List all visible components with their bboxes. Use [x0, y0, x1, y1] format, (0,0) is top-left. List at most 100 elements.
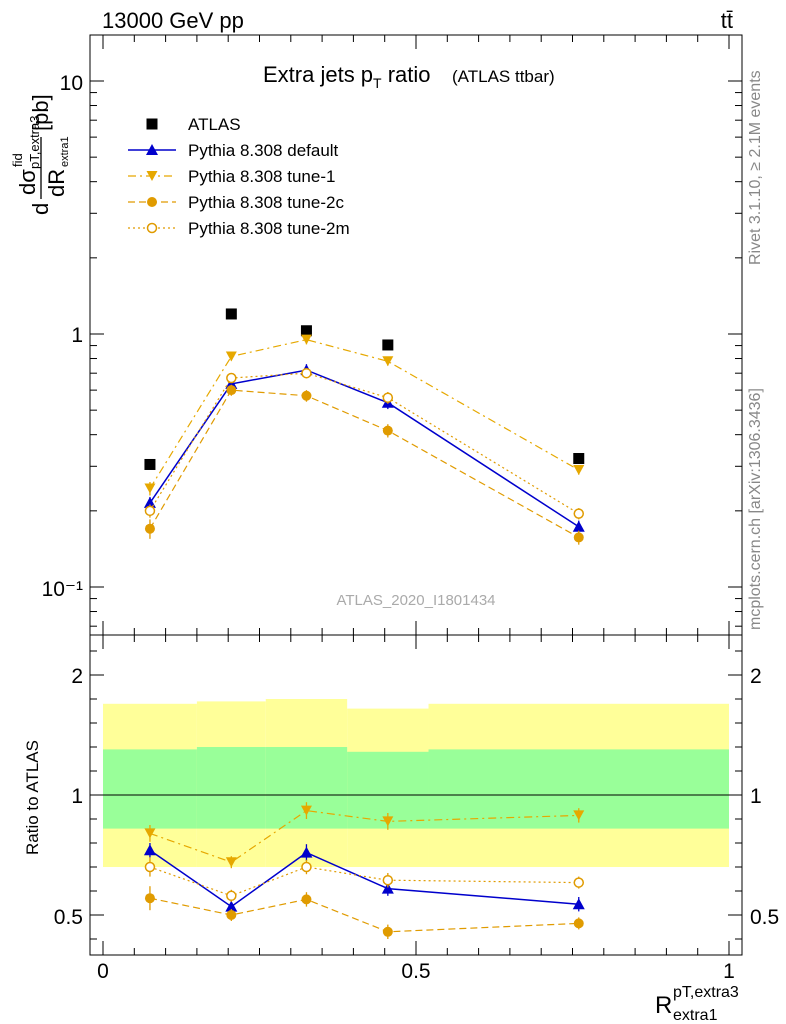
ratio-band-1-bin-1 [196, 747, 266, 829]
ratio-series-1 [144, 802, 585, 869]
main-series-2 [144, 334, 585, 496]
legend-item-4: Pythia 8.308 tune-2m [128, 219, 350, 238]
ratio-series-3-point-0 [144, 861, 156, 873]
rivet-label: Rivet 3.1.10, ≥ 2.1M events [747, 70, 764, 265]
legend: ATLAS Pythia 8.308 default Pythia 8.308 tu… [128, 115, 350, 238]
ratio-series-0-point-0 [143, 844, 156, 856]
main-series-4-line [149, 372, 580, 515]
main-series-0 [144, 308, 585, 470]
ratio-ytick-label-0p5: 0.5 [54, 906, 83, 929]
main-series-2-line [149, 339, 580, 489]
main-series-4-point-3 [382, 392, 394, 403]
xtick-label-1: 1 [723, 960, 735, 983]
ratio-series-1-line [149, 809, 579, 863]
xtick-label-0p5: 0.5 [401, 960, 430, 983]
legend-label-4: Pythia 8.308 tune-2m [188, 219, 350, 238]
ratio-y-axis-label: Ratio to ATLAS [23, 740, 42, 855]
svg-text:d: d [28, 203, 53, 215]
main-series-0-point-1 [225, 308, 237, 320]
main-series-1-line [149, 369, 580, 528]
main-series-4-point-4 [573, 508, 585, 519]
legend-marker-3 [147, 197, 157, 207]
energy-label: 13000 GeV pp [102, 8, 244, 33]
ratio-series-3-point-2 [301, 861, 312, 873]
ratio-series-3-point-3 [382, 874, 394, 886]
main-series-3-point-0 [144, 523, 155, 534]
svg-text:dR: dR [44, 169, 69, 197]
ratio-series-0 [143, 843, 585, 913]
main-series-0-point-2 [300, 325, 312, 337]
legend-label-0: ATLAS [188, 115, 241, 134]
ratio-series-3 [144, 857, 585, 902]
ratio-series-2 [144, 886, 584, 939]
main-series-2-point-1 [225, 351, 237, 362]
main-series-0-point-0 [144, 458, 156, 470]
ratio-series-1-point-1 [225, 857, 237, 868]
ratio-ytick-label-1-right: 1 [750, 785, 762, 808]
main-y-axis-label: d dσ fid pT,extra3 dR extra1 [pb] [10, 94, 71, 215]
main-series-4 [144, 367, 585, 520]
main-ytick-label-1: 1 [71, 324, 83, 347]
chart-title: Extra jets pT ratio [263, 62, 431, 91]
svg-text:extra1: extra1 [673, 1007, 718, 1024]
svg-text:fid: fid [10, 153, 25, 167]
main-series-0-point-3 [382, 339, 394, 351]
main-series-2-point-4 [573, 465, 585, 476]
ratio-series-group [143, 802, 585, 939]
main-y-axis-unit: [pb] [28, 94, 53, 131]
ratio-ytick-label-2: 2 [71, 665, 83, 688]
main-series-2-point-0 [144, 483, 156, 494]
legend-item-3: Pythia 8.308 tune-2c [128, 193, 344, 212]
main-ytick-label-10: 10 [60, 72, 83, 95]
main-series-3-point-4 [573, 532, 584, 543]
ratio-ytick-label-1: 1 [71, 785, 83, 808]
legend-marker-2 [146, 171, 158, 181]
ratio-series-0-point-4 [572, 898, 585, 910]
main-series-group [143, 308, 585, 545]
process-label: tt̄ [721, 8, 733, 33]
svg-text:dσ: dσ [15, 169, 40, 195]
ratio-series-3-point-4 [573, 877, 585, 888]
main-ytick-label-0p1: 10⁻¹ [42, 578, 83, 601]
ratio-series-2-point-4 [573, 918, 584, 929]
svg-text:extra1: extra1 [59, 136, 71, 167]
main-series-1 [143, 364, 585, 534]
ratio-series-3-line [149, 866, 579, 897]
ratio-ytick-label-2-right: 2 [750, 665, 762, 688]
main-series-3-point-3 [382, 425, 393, 436]
xtick-label-0: 0 [97, 960, 109, 983]
ratio-series-2-point-2 [301, 894, 312, 905]
legend-label-2: Pythia 8.308 tune-1 [188, 167, 335, 186]
svg-text:pT,extra3: pT,extra3 [27, 116, 42, 169]
ratio-series-1-point-0 [144, 828, 156, 839]
legend-item-1: Pythia 8.308 default [128, 141, 339, 160]
legend-label-3: Pythia 8.308 tune-2c [188, 193, 344, 212]
analysis-watermark: ATLAS_2020_I1801434 [336, 592, 495, 609]
ratio-series-0-point-2 [300, 846, 313, 858]
ratio-band-1-bin-0 [103, 749, 197, 829]
legend-item-2: Pythia 8.308 tune-1 [128, 167, 335, 186]
x-axis-label: R pT,extra3 extra1 [655, 984, 739, 1024]
legend-marker-1 [146, 144, 158, 155]
legend-label-1: Pythia 8.308 default [188, 141, 339, 160]
ratio-series-2-point-1 [226, 910, 237, 920]
svg-text:R: R [655, 992, 672, 1019]
main-series-3-line [149, 389, 580, 538]
legend-marker-4 [146, 222, 158, 234]
main-series-2-point-2 [300, 334, 312, 345]
main-series-4-point-2 [301, 367, 312, 379]
ratio-series-0-point-3 [381, 882, 394, 894]
main-series-4-point-0 [144, 505, 156, 517]
ratio-series-2-point-3 [382, 926, 393, 937]
ratio-series-1-point-3 [382, 816, 394, 827]
chart-title-paren: (ATLAS ttbar) [452, 67, 555, 86]
ratio-series-2-point-0 [144, 893, 155, 904]
legend-item-0: ATLAS [146, 115, 241, 134]
svg-text:pT,extra3: pT,extra3 [673, 984, 739, 1001]
main-series-2-point-3 [382, 356, 394, 367]
ratio-series-2-line [149, 897, 579, 933]
ratio-bands [103, 699, 729, 867]
ratio-series-3-point-1 [226, 890, 237, 902]
main-series-3-point-2 [301, 390, 312, 401]
